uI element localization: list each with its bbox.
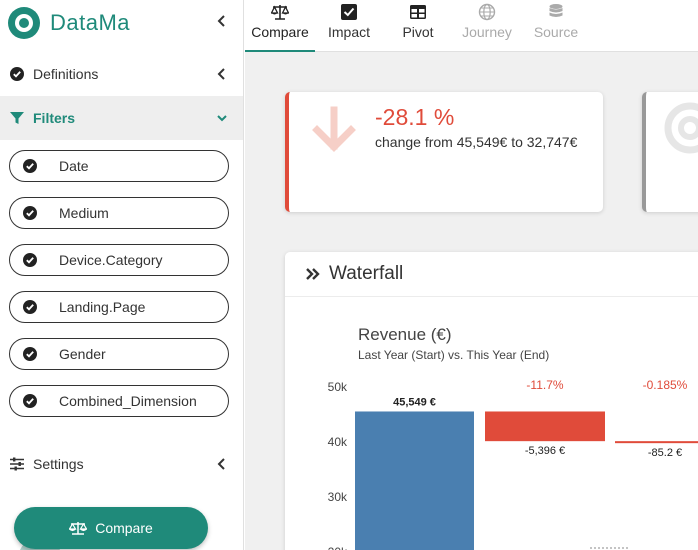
filter-pill-gender[interactable]: Gender	[9, 338, 229, 370]
filter-pill-landing-page[interactable]: Landing.Page	[9, 291, 229, 323]
compare-button[interactable]: Compare	[14, 507, 208, 549]
check-circle-icon	[23, 206, 37, 220]
sidebar-item-label: Filters	[33, 110, 76, 126]
y-tick-label: 30k	[328, 490, 348, 504]
chevron-left-icon	[217, 458, 225, 470]
database-icon	[549, 4, 563, 17]
tab-pivot[interactable]: Pivot	[383, 0, 453, 52]
filter-pill-label: Landing.Page	[59, 299, 146, 315]
waterfall-chart: Revenue (€) Last Year (Start) vs. This Y…	[328, 325, 698, 550]
tab-label: Compare	[251, 24, 309, 40]
brand[interactable]: DataMa	[8, 6, 130, 40]
y-tick-label: 40k	[328, 435, 348, 449]
filter-pill-device-category[interactable]: Device.Category	[9, 244, 229, 276]
filter-pill-label: Medium	[59, 205, 109, 221]
kpi-description: change from 45,549€ to 32,747€	[375, 134, 578, 150]
filter-pill-label: Combined_Dimension	[59, 393, 197, 409]
bar-value-label: -5,396 €	[525, 445, 565, 457]
chevron-left-icon	[217, 68, 225, 80]
waterfall-header[interactable]: Waterfall	[305, 262, 403, 286]
kpi-card-secondary	[642, 92, 698, 212]
table-icon	[410, 5, 426, 19]
bar-value-label: -85.2 €	[648, 447, 682, 459]
tab-impact[interactable]: Impact	[315, 0, 383, 52]
check-circle-icon	[23, 253, 37, 267]
check-circle-icon	[23, 159, 37, 173]
sidebar-item-filters[interactable]: Filters	[0, 96, 243, 140]
collapse-sidebar-icon[interactable]	[215, 13, 229, 29]
top-navigation: Compare Impact Pivot Journey	[245, 0, 698, 52]
main-content: -28.1 % change from 45,549€ to 32,747€ W…	[245, 52, 698, 550]
bar-value-label: 45,549 €	[393, 396, 436, 408]
tab-label: Pivot	[402, 24, 434, 40]
waterfall-bar-start[interactable]	[355, 411, 474, 550]
waterfall-bar-delta[interactable]	[615, 441, 698, 444]
bar-percent-label: -0.185%	[643, 378, 688, 392]
tab-journey[interactable]: Journey	[453, 0, 521, 52]
balance-scale-icon	[271, 5, 289, 20]
compare-button-label: Compare	[95, 520, 153, 536]
kpi-card-change: -28.1 % change from 45,549€ to 32,747€	[285, 92, 603, 212]
sidebar-item-definitions[interactable]: Definitions	[0, 52, 243, 96]
tab-source[interactable]: Source	[521, 0, 591, 52]
tab-label: Impact	[327, 24, 370, 40]
chart-title: Revenue (€)	[358, 325, 452, 344]
tab-label: Journey	[462, 24, 512, 40]
globe-icon	[478, 3, 496, 21]
balance-scale-icon	[69, 522, 88, 535]
double-chevron-right-icon	[306, 268, 320, 280]
filter-pill-combined-dimension[interactable]: Combined_Dimension	[9, 385, 229, 417]
tab-compare[interactable]: Compare	[245, 0, 315, 52]
filter-pill-label: Device.Category	[59, 252, 163, 268]
waterfall-bar-delta[interactable]	[485, 411, 605, 442]
check-circle-icon	[10, 67, 24, 81]
waterfall-card: Waterfall Revenue (€) Last Year (Start) …	[285, 252, 698, 550]
kpi-value: -28.1 %	[375, 104, 455, 130]
sidebar-item-label: Settings	[33, 456, 84, 472]
y-tick-label: 50k	[328, 380, 348, 394]
sidebar: DataMa Definitions Filters	[0, 0, 244, 550]
check-circle-icon	[23, 300, 37, 314]
bar-percent-label: -11.7%	[526, 378, 563, 392]
check-square-icon	[341, 4, 357, 20]
chevron-down-icon	[217, 115, 227, 122]
filter-icon	[10, 112, 24, 124]
sidebar-item-settings[interactable]: Settings	[0, 442, 243, 486]
check-circle-icon	[23, 394, 37, 408]
chart-subtitle: Last Year (Start) vs. This Year (End)	[358, 348, 549, 362]
check-circle-icon	[23, 347, 37, 361]
filter-pill-label: Gender	[59, 346, 106, 362]
brand-logo-icon	[8, 7, 40, 39]
filter-pill-medium[interactable]: Medium	[9, 197, 229, 229]
tab-label: Source	[533, 24, 579, 40]
filter-pill-label: Date	[59, 158, 89, 174]
divider	[285, 296, 698, 297]
brand-name: DataMa	[50, 10, 131, 35]
target-icon	[664, 102, 698, 154]
sliders-icon	[10, 457, 24, 471]
sidebar-item-label: Definitions	[33, 66, 99, 82]
waterfall-title: Waterfall	[329, 263, 404, 284]
y-tick-label: 20k	[328, 545, 348, 550]
arrow-down-icon	[312, 106, 356, 152]
filter-pill-date[interactable]: Date	[9, 150, 229, 182]
